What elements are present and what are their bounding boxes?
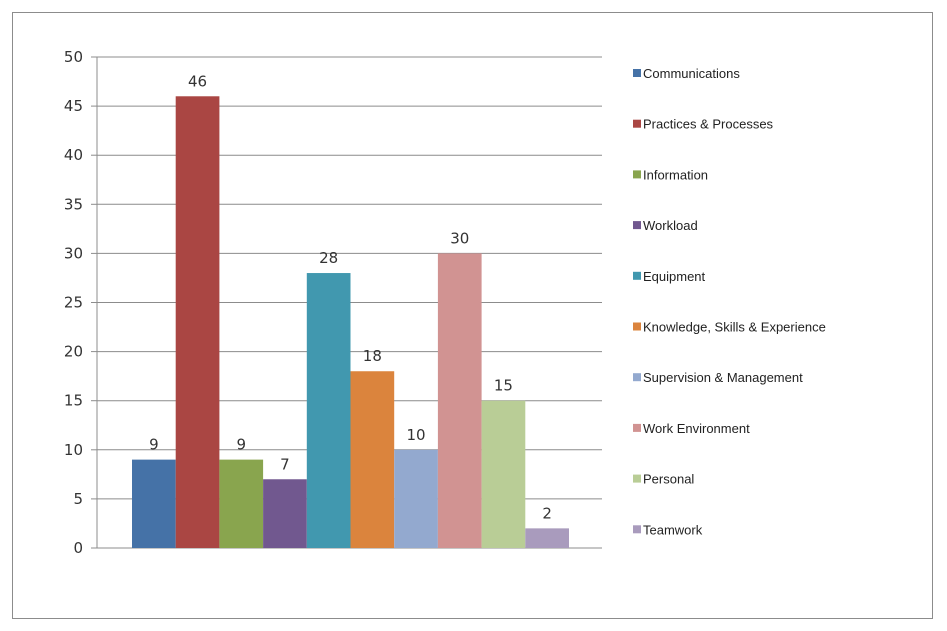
legend-swatch	[633, 322, 641, 331]
legend-label: Personal	[643, 472, 694, 487]
bar	[306, 273, 351, 548]
y-tick-label: 35	[64, 195, 83, 213]
bar	[481, 400, 526, 548]
data-label: 18	[363, 347, 382, 365]
data-label: 28	[319, 249, 338, 267]
y-tick-label: 5	[73, 490, 83, 508]
y-tick-label: 20	[64, 343, 83, 361]
y-tick-label: 45	[64, 97, 83, 115]
data-label: 15	[494, 377, 513, 395]
legend-label: Equipment	[643, 269, 706, 284]
bar	[219, 459, 264, 548]
legend: Communications Practices & Processes Infor…	[633, 66, 826, 537]
y-tick-label: 15	[64, 392, 83, 410]
bars	[132, 96, 569, 548]
bar	[350, 371, 395, 548]
legend-swatch	[633, 271, 641, 280]
data-label: 9	[149, 436, 159, 454]
y-tick-label: 40	[64, 146, 83, 164]
bar	[263, 479, 307, 548]
data-label: 10	[407, 426, 426, 444]
legend-swatch	[633, 423, 641, 432]
legend-swatch	[633, 170, 641, 179]
legend-swatch	[633, 474, 641, 483]
legend-swatch	[633, 69, 641, 77]
data-labels: 9 46 9 7 28 18 10 30 15 2	[149, 72, 552, 522]
y-axis: 0 5 10 15 20 25 30 35 40 45 50	[64, 48, 602, 557]
data-label: 7	[280, 455, 290, 473]
legend-label: Workload	[643, 218, 698, 233]
bar	[132, 459, 176, 548]
data-label: 2	[542, 504, 552, 522]
legend-swatch	[633, 525, 641, 534]
data-label: 9	[236, 436, 246, 454]
y-tick-label: 10	[64, 441, 83, 459]
legend-label: Information	[643, 167, 708, 182]
legend-label: Work Environment	[643, 421, 750, 436]
bar	[437, 253, 482, 548]
legend-swatch	[633, 221, 641, 230]
bar	[175, 96, 220, 548]
legend-swatch	[633, 373, 641, 382]
y-tick-label: 50	[64, 48, 83, 66]
legend-label: Supervision & Management	[643, 370, 803, 385]
legend-label: Practices & Processes	[643, 117, 774, 132]
legend-label: Communications	[643, 66, 740, 81]
y-tick-label: 30	[64, 244, 83, 262]
y-tick-label: 0	[73, 539, 83, 557]
legend-label: Teamwork	[643, 522, 703, 537]
legend-swatch	[633, 119, 641, 128]
data-label: 46	[188, 72, 207, 90]
bar	[394, 449, 438, 548]
legend-label: Knowledge, Skills & Experience	[643, 320, 826, 335]
bar	[525, 528, 569, 548]
data-label: 30	[450, 229, 469, 247]
y-tick-label: 25	[64, 294, 83, 312]
